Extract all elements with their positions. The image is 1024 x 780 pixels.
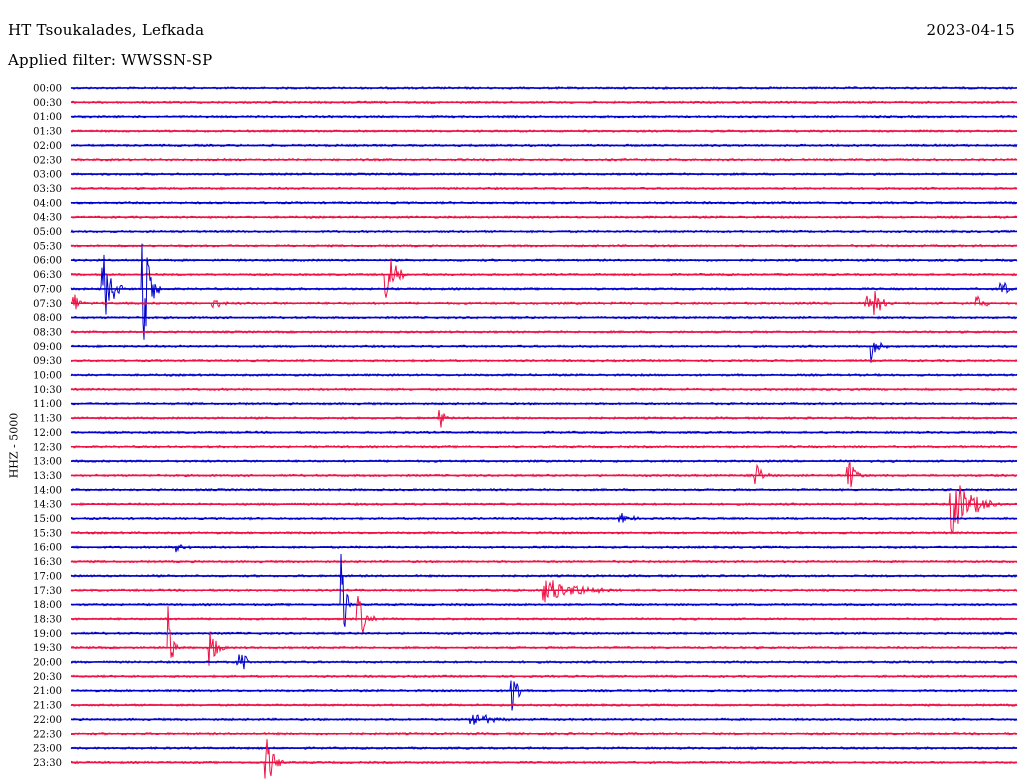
- time-label-0500: 05:00: [33, 227, 62, 238]
- time-label-2130: 21:30: [33, 701, 62, 712]
- time-label-0030: 00:30: [33, 98, 62, 109]
- time-label-2030: 20:30: [33, 672, 62, 683]
- time-label-1930: 19:30: [33, 643, 62, 654]
- date-label: 2023-04-15: [926, 21, 1015, 39]
- time-label-1400: 14:00: [33, 485, 62, 496]
- time-label-1600: 16:00: [33, 543, 62, 554]
- time-label-0600: 06:00: [33, 256, 62, 267]
- trace-1830: [71, 596, 1018, 633]
- time-label-1230: 12:30: [33, 442, 62, 453]
- time-label-0200: 02:00: [33, 141, 62, 152]
- time-label-2200: 22:00: [33, 715, 62, 726]
- time-label-2300: 23:00: [33, 744, 62, 755]
- time-label-0930: 09:30: [33, 356, 62, 367]
- time-label-0800: 08:00: [33, 313, 62, 324]
- time-label-0330: 03:30: [33, 184, 62, 195]
- trace-2330: [70, 739, 1018, 779]
- time-label-1200: 12:00: [33, 428, 62, 439]
- time-label-2230: 22:30: [33, 729, 62, 740]
- time-label-1630: 16:30: [33, 557, 62, 568]
- time-label-0300: 03:00: [33, 170, 62, 181]
- seismic-traces: [70, 85, 1018, 779]
- time-label-0730: 07:30: [33, 299, 62, 310]
- time-label-1700: 17:00: [33, 571, 62, 582]
- time-label-1900: 19:00: [33, 629, 62, 640]
- time-label-0830: 08:30: [33, 327, 62, 338]
- time-label-0430: 04:30: [33, 213, 62, 224]
- time-label-1030: 10:30: [33, 385, 62, 396]
- time-label-1800: 18:00: [33, 600, 62, 611]
- trace-1600: [70, 543, 1018, 553]
- time-label-1100: 11:00: [33, 399, 62, 410]
- time-label-1300: 13:00: [33, 457, 62, 468]
- time-label-0630: 06:30: [33, 270, 62, 281]
- time-label-1330: 13:30: [33, 471, 62, 482]
- filter-subtitle: Applied filter: WWSSN-SP: [8, 51, 213, 69]
- trace-1730: [70, 580, 1018, 603]
- time-label-1000: 10:00: [33, 371, 62, 382]
- time-label-0130: 01:30: [33, 127, 62, 138]
- time-label-0100: 01:00: [33, 112, 62, 123]
- time-label-0000: 00:00: [33, 84, 62, 95]
- time-label-0530: 05:30: [33, 241, 62, 252]
- time-label-1530: 15:30: [33, 528, 62, 539]
- trace-1430: [70, 485, 1018, 534]
- time-label-2100: 21:00: [33, 686, 62, 697]
- time-label-1430: 14:30: [33, 500, 62, 511]
- time-label-0230: 02:30: [33, 155, 62, 166]
- time-label-1730: 17:30: [33, 586, 62, 597]
- station-title: HT Tsoukalades, Lefkada: [8, 21, 205, 39]
- trace-1930: [70, 606, 1018, 666]
- time-label-0400: 04:00: [33, 198, 62, 209]
- time-labels: 00:00 00:30 01:00 01:30 02:00 02:30 03:00 03:30…: [33, 84, 62, 769]
- time-label-1830: 18:30: [33, 614, 62, 625]
- time-label-2330: 23:30: [33, 758, 62, 769]
- time-label-2000: 20:00: [33, 658, 62, 669]
- time-label-1500: 15:00: [33, 514, 62, 525]
- time-label-1130: 11:30: [33, 414, 62, 425]
- time-label-0900: 09:00: [33, 342, 62, 353]
- time-label-0700: 07:00: [33, 284, 62, 295]
